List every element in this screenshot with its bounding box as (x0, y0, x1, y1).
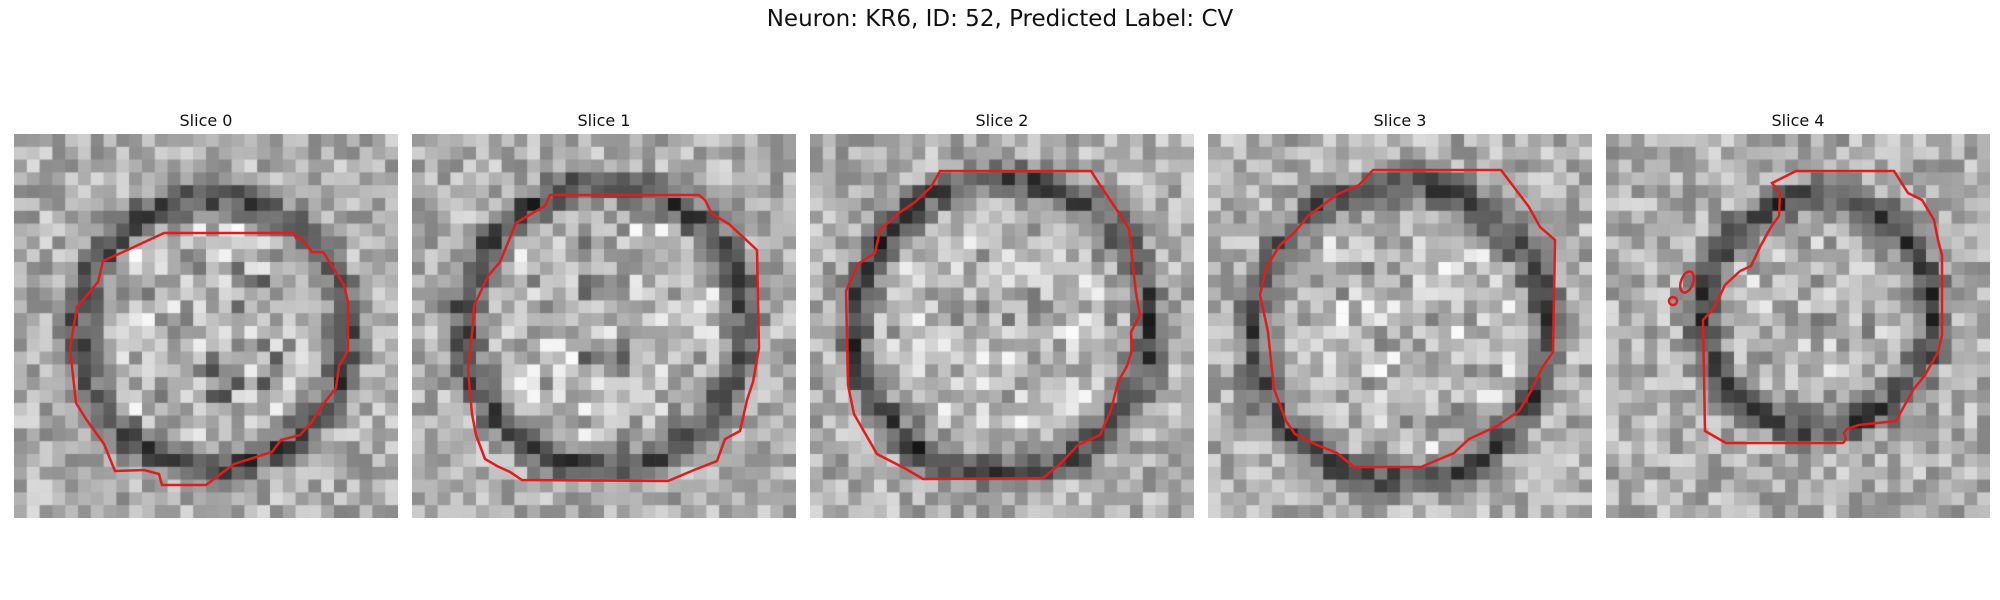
grayscale-image (1606, 134, 1990, 518)
panel-slice-4: Slice 4 (1606, 111, 1990, 518)
slice-image (1208, 134, 1592, 518)
panel-slice-1: Slice 1 (412, 111, 796, 518)
slice-image (14, 134, 398, 518)
panel-title: Slice 1 (412, 111, 796, 131)
panel-slice-2: Slice 2 (810, 111, 1194, 518)
slice-image (412, 134, 796, 518)
grayscale-image (14, 134, 398, 518)
panel-title: Slice 2 (810, 111, 1194, 131)
panel-slice-3: Slice 3 (1208, 111, 1592, 518)
slice-image (1606, 134, 1990, 518)
figure-title: Neuron: KR6, ID: 52, Predicted Label: CV (0, 6, 2000, 32)
panel-title: Slice 4 (1606, 111, 1990, 131)
panel-title: Slice 0 (14, 111, 398, 131)
panel-slice-0: Slice 0 (14, 111, 398, 518)
grayscale-image (1208, 134, 1592, 518)
grayscale-image (810, 134, 1194, 518)
grayscale-image (412, 134, 796, 518)
panel-title: Slice 3 (1208, 111, 1592, 131)
slice-image (810, 134, 1194, 518)
